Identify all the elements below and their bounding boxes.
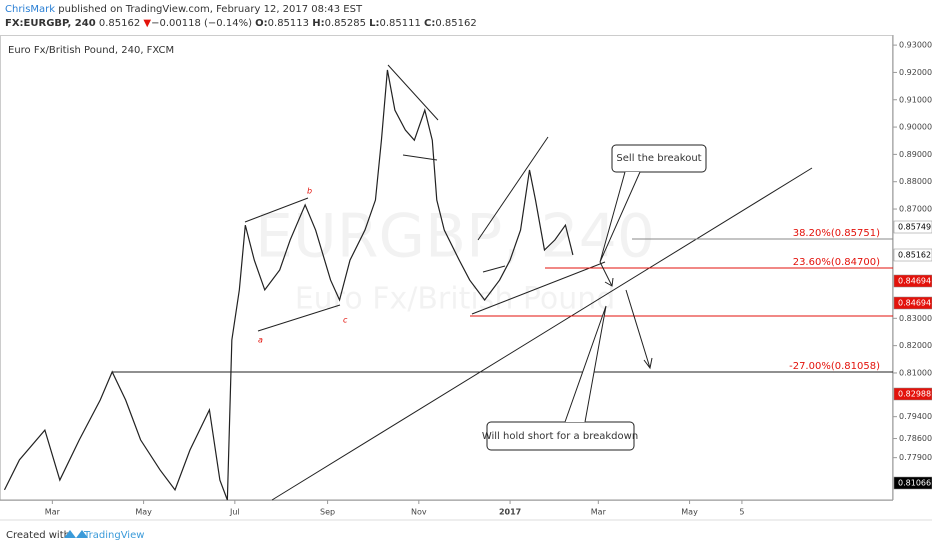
price-badge-label: 0.85749 (898, 223, 931, 232)
x-tick-label: May (135, 508, 152, 517)
y-tick-label: 0.83000 (899, 314, 932, 323)
y-tick-label: 0.77900 (899, 453, 932, 462)
wave-label: a (258, 336, 263, 345)
y-tick-label: 0.87000 (899, 205, 932, 214)
y-tick-label: 0.88000 (899, 177, 932, 186)
callout-pointer (564, 305, 607, 423)
drawings (112, 64, 893, 501)
logo (64, 530, 88, 538)
trendline (482, 265, 506, 273)
price-badge (893, 476, 932, 490)
price-badge-label: 0.84694 (898, 277, 931, 286)
fib-label: 23.60%(0.84700) (793, 257, 880, 268)
author[interactable]: ChrisMark (5, 4, 55, 15)
trendline (387, 64, 439, 121)
price-badge (893, 387, 932, 401)
price-badge-label: 0.82988 (898, 390, 931, 399)
price-badge (893, 248, 932, 262)
trendline (244, 197, 309, 223)
price-badge-label: 0.84694 (898, 299, 931, 308)
watermark: EURGBP, 240 (255, 202, 655, 272)
trendline (271, 167, 813, 501)
price-badge-label: 0.85162 (898, 251, 931, 260)
x-tick-label: Mar (591, 508, 607, 517)
change: −0.00118 (−0.14%) (151, 18, 252, 29)
published: published on TradingView.com, February 1… (55, 4, 363, 15)
arrow (599, 261, 614, 287)
price-line (3, 69, 574, 501)
h-label: H: (312, 18, 324, 29)
callout-pointer (599, 171, 641, 263)
x-tick-label: Mar (45, 508, 61, 517)
y-tick-label: 0.82000 (899, 341, 932, 350)
y-tick-label: 0.79400 (899, 412, 932, 421)
fib-label: -27.00%(0.81058) (789, 361, 880, 372)
fib-label: 38.20%(0.85751) (793, 228, 880, 239)
y-tick-label: 0.78600 (899, 434, 932, 443)
trendline (471, 261, 606, 315)
h: 0.85285 (325, 18, 366, 29)
price-badge-label: 0.81066 (898, 479, 931, 488)
y-tick-label: 0.81000 (899, 368, 932, 377)
quote-line: FX:EURGBP, 240 0.85162 ▼−0.00118 (−0.14%… (5, 18, 477, 29)
annotation: Sell the breakout (616, 153, 701, 164)
wave-label: b (307, 187, 312, 196)
annotation: Will hold short for a breakdown (482, 431, 638, 442)
l-label: L: (369, 18, 379, 29)
wave-label: c (343, 316, 348, 325)
trendline (477, 136, 549, 241)
arrow (625, 289, 653, 370)
trendline (257, 304, 341, 332)
x-tick-label: 2017 (499, 508, 521, 517)
price-badge (893, 220, 932, 234)
l: 0.85111 (380, 18, 421, 29)
y-tick-label: 0.91000 (899, 95, 932, 104)
x-tick-label: May (681, 508, 698, 517)
x-tick-label: Jul (229, 508, 240, 517)
footer-created: Created with (6, 530, 70, 541)
x-tick-label: 5 (739, 508, 744, 517)
watermark-sub: Euro Fx/British Pound (295, 282, 616, 317)
symbol: FX:EURGBP, 240 (5, 18, 96, 29)
chart-title: Euro Fx/British Pound, 240, FXCM (8, 45, 174, 56)
callout-box (611, 144, 707, 173)
c: 0.85162 (435, 18, 476, 29)
y-tick-label: 0.92000 (899, 68, 932, 77)
header: ChrisMark published on TradingView.com, … (5, 4, 363, 15)
x-tick-label: Sep (320, 508, 335, 517)
y-tick-label: 0.90000 (899, 123, 932, 132)
y-tick-label: 0.93000 (899, 41, 932, 50)
last: 0.85162 (99, 18, 140, 29)
price-badge (893, 274, 932, 288)
callout-box (486, 421, 635, 451)
arrow: ▼ (143, 18, 151, 29)
x-tick-label: Nov (411, 508, 427, 517)
o-label: O: (255, 18, 268, 29)
y-tick-label: 0.89000 (899, 150, 932, 159)
c-label: C: (424, 18, 435, 29)
price-badge (893, 296, 932, 310)
trendline (402, 154, 438, 161)
footer-brand[interactable]: TradingView (83, 530, 144, 541)
o: 0.85113 (268, 18, 309, 29)
